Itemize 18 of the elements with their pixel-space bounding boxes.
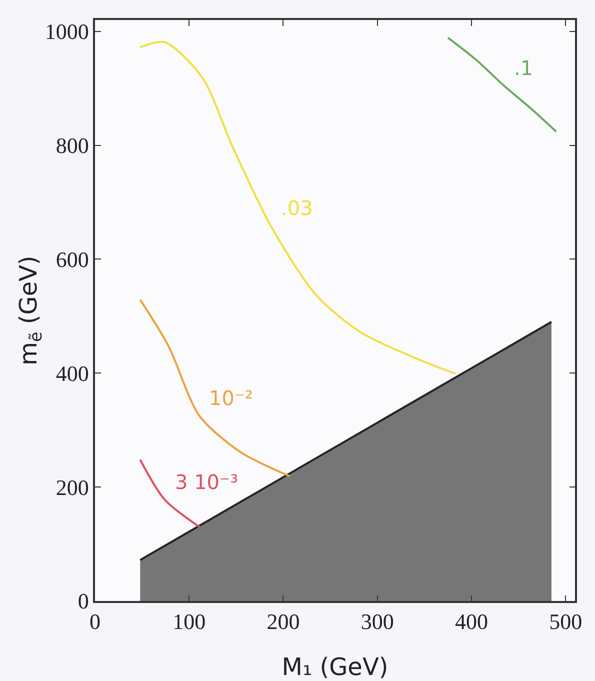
series-label: .1: [514, 56, 534, 80]
x-tick-label: 500: [549, 609, 582, 634]
y-tick-label: 800: [56, 133, 89, 158]
y-tick-label: 200: [56, 474, 89, 500]
series-label: 3 10⁻³: [175, 470, 238, 494]
x-axis-title: M₁ (GeV): [282, 653, 388, 681]
x-tick-label: 200: [266, 609, 300, 634]
y-tick-label: 0: [78, 588, 89, 614]
x-tick-label: 100: [172, 609, 206, 634]
line-series: [446, 36, 558, 133]
y-tick-label: 600: [56, 246, 89, 272]
x-tick-label: 400: [454, 609, 488, 634]
series-label: .03: [281, 196, 313, 220]
y-tick-label: 400: [56, 360, 89, 386]
line-series: [139, 40, 456, 375]
series-label: 10⁻²: [209, 386, 254, 410]
x-tick-label: 300: [360, 609, 394, 634]
y-tick-label: 1000: [44, 19, 89, 44]
